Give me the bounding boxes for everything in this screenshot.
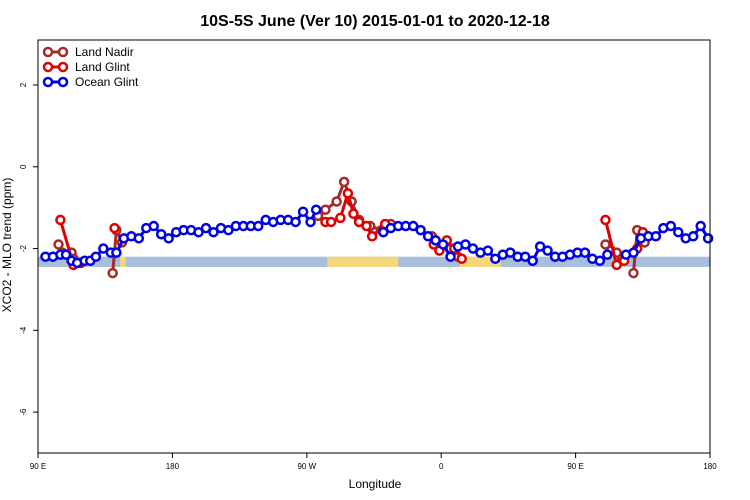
data-point xyxy=(111,247,122,258)
data-point xyxy=(208,226,219,238)
data-point xyxy=(148,220,159,232)
data-point xyxy=(519,251,531,262)
data-point xyxy=(253,220,264,232)
y-tick-label: -4 xyxy=(19,326,28,334)
data-point xyxy=(109,222,120,234)
data-point xyxy=(611,259,622,271)
legend-marker xyxy=(57,46,69,58)
plot-frame xyxy=(37,39,711,454)
data-point xyxy=(445,251,456,262)
data-point xyxy=(407,220,419,232)
data-point xyxy=(650,231,662,242)
data-point xyxy=(90,251,102,262)
legend-marker xyxy=(57,76,69,88)
data-point xyxy=(594,255,606,267)
data-point xyxy=(527,255,538,267)
legend-marker xyxy=(42,61,54,73)
data-point xyxy=(600,239,611,250)
legend-label: Land Nadir xyxy=(75,45,134,59)
data-point xyxy=(665,220,677,232)
data-point xyxy=(163,233,174,244)
x-tick-label: 180 xyxy=(703,462,717,471)
data-point xyxy=(53,239,64,250)
land-band xyxy=(120,256,126,267)
data-point xyxy=(600,214,611,226)
data-point xyxy=(415,224,426,236)
data-point xyxy=(320,204,331,215)
data-point xyxy=(702,233,714,244)
data-point xyxy=(223,224,234,236)
x-tick-label: 0 xyxy=(439,462,444,471)
data-point xyxy=(342,188,354,199)
legend-marker xyxy=(57,61,69,73)
data-point xyxy=(361,220,372,232)
data-point xyxy=(534,241,546,252)
data-point xyxy=(305,216,316,228)
data-point xyxy=(98,243,109,254)
data-point xyxy=(348,208,359,220)
axes: 90 E 180 90 W 0 90 E 180 2 0 -2 -4 -6 xyxy=(19,82,717,471)
data-point xyxy=(193,226,204,238)
data-point xyxy=(331,196,342,207)
data-point xyxy=(490,253,501,265)
x-tick-label: 180 xyxy=(166,462,180,471)
series-layer xyxy=(40,176,714,279)
data-point xyxy=(55,214,66,226)
data-point xyxy=(338,176,350,188)
x-tick-label: 90 W xyxy=(297,462,316,471)
data-point xyxy=(467,243,479,254)
data-point xyxy=(200,222,212,234)
data-point xyxy=(505,247,516,258)
data-point xyxy=(310,204,322,215)
data-point xyxy=(673,226,684,238)
data-point xyxy=(422,231,434,242)
y-tick-label: 0 xyxy=(19,164,28,169)
data-point xyxy=(460,239,471,250)
y-axis-label: XCO2 - MLO trend (ppm) xyxy=(0,178,14,313)
legend-label: Land Glint xyxy=(75,60,130,74)
y-tick-label: -2 xyxy=(19,244,28,252)
x-tick-label: 90 E xyxy=(30,462,46,471)
data-point xyxy=(687,231,699,242)
data-point xyxy=(579,247,591,258)
data-point xyxy=(133,233,145,244)
data-point xyxy=(482,245,494,256)
data-point xyxy=(456,253,467,265)
data-point xyxy=(353,216,365,228)
data-point xyxy=(325,216,337,228)
y-tick-label: 2 xyxy=(19,82,28,87)
y-tick-label: -6 xyxy=(19,408,28,416)
data-point xyxy=(290,216,301,228)
data-point xyxy=(366,231,378,242)
data-point xyxy=(695,220,706,232)
data-point xyxy=(155,228,167,240)
legend-label: Ocean Glint xyxy=(75,75,139,89)
data-point xyxy=(437,239,449,250)
x-axis-label: Longitude xyxy=(349,477,402,491)
legend-marker xyxy=(42,76,54,88)
data-point xyxy=(60,249,72,260)
legend-marker xyxy=(42,46,54,58)
data-point xyxy=(297,206,309,217)
chart-title: 10S-5S June (Ver 10) 2015-01-01 to 2020-… xyxy=(200,13,550,30)
data-point xyxy=(602,249,613,260)
data-point xyxy=(378,226,389,238)
series-2 xyxy=(40,204,714,269)
data-point xyxy=(430,235,441,246)
data-point xyxy=(335,212,346,224)
data-point xyxy=(542,245,553,256)
data-point xyxy=(628,267,639,279)
x-tick-label: 90 E xyxy=(567,462,583,471)
land-band xyxy=(327,256,399,267)
data-point xyxy=(107,267,118,279)
land-band xyxy=(459,256,501,267)
data-point xyxy=(628,247,639,258)
